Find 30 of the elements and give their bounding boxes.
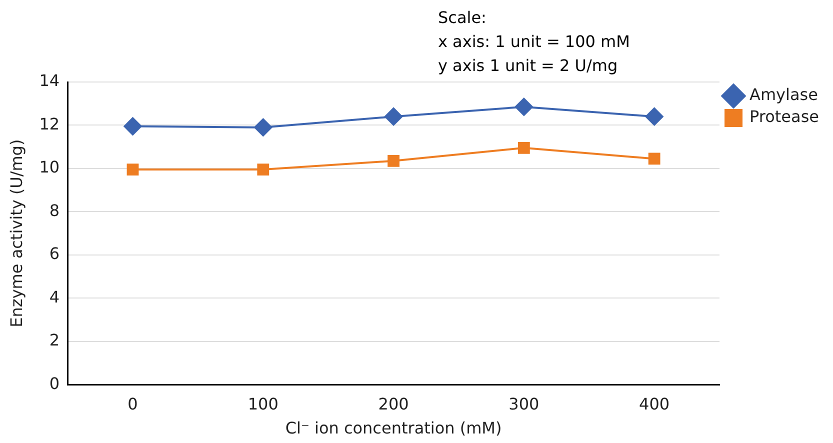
x-axis-title: Cl⁻ ion concentration (mM) (285, 418, 502, 438)
y-tick-label: 10 (39, 158, 60, 177)
text: Scale: (438, 7, 488, 29)
x-tick-label: 300 (508, 394, 540, 414)
y-axis-title: Enzyme activity (U/mg) (6, 139, 26, 328)
point (645, 108, 664, 126)
y-tick-label: 14 (39, 71, 60, 90)
legend-label: Amylase (750, 85, 818, 104)
point (254, 118, 272, 136)
point (257, 164, 270, 176)
point (124, 117, 142, 136)
y-tick-label: 12 (39, 114, 60, 134)
y-tick-label: 8 (49, 200, 60, 220)
point (126, 164, 139, 176)
legend-label: Protease (750, 107, 819, 126)
point (514, 98, 533, 116)
y-tick-label: 6 (49, 244, 60, 264)
point (648, 152, 660, 165)
point (384, 108, 403, 126)
text: y axis 1 unit = 2 U/mg (438, 55, 619, 77)
text: x axis: 1 unit = 100 mM (438, 31, 630, 53)
y-tick-label: 0 (49, 374, 60, 393)
x-tick-label: 200 (378, 394, 409, 414)
y-tick-label: 2 (49, 330, 60, 350)
x-tick-label: 0 (128, 394, 138, 414)
x-tick-label: 400 (639, 394, 670, 414)
y-tick-label: 4 (49, 287, 60, 306)
point (388, 154, 400, 167)
x-tick-label: 100 (248, 394, 278, 414)
point (518, 142, 530, 154)
